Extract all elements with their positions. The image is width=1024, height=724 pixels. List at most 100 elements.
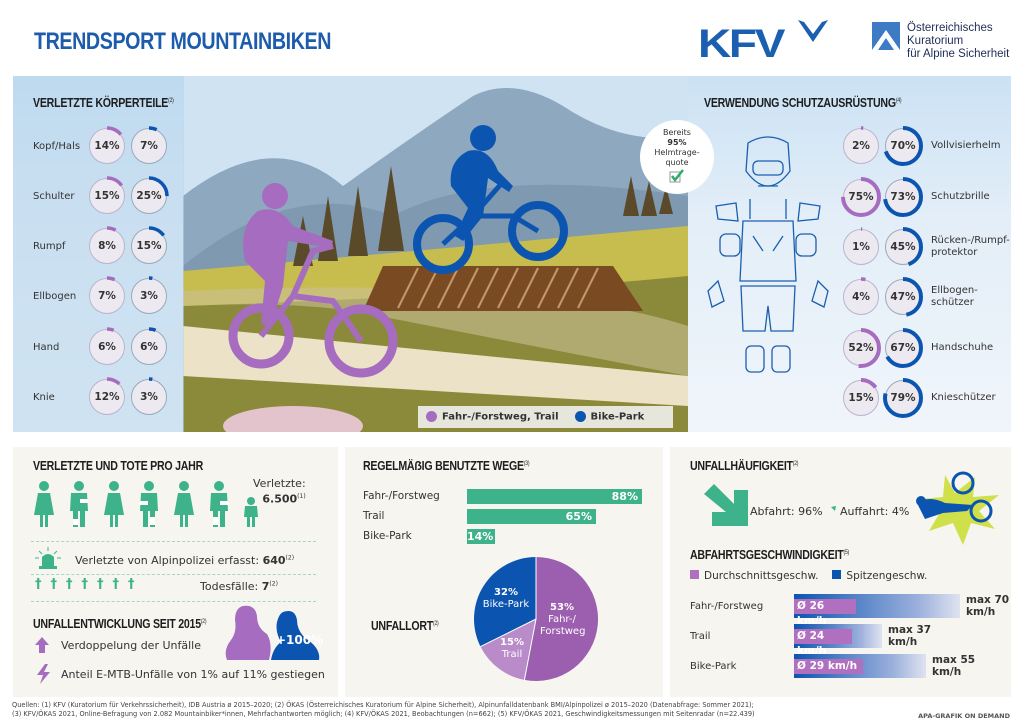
gear-row-knieschuetzer: 15% 79% Knieschützer	[841, 378, 996, 418]
crash-icon	[916, 471, 999, 545]
body-label: Ellbogen	[33, 290, 77, 302]
injured-person-icon	[140, 481, 158, 527]
body-row-ellbogen: Ellbogen 7% 3%	[33, 276, 173, 316]
protective-gear-outline-icon	[707, 136, 829, 373]
accident-location-heading: UNFALLORT(2)	[371, 619, 439, 633]
speed-row: Fahr-/Forstweg Ø 26 km/h max 70 km/h	[690, 594, 1010, 627]
gear-label: Vollvisierhelm	[931, 140, 1001, 151]
injured-count: Verletzte: 6.500(1)	[253, 477, 306, 506]
person-icon	[34, 481, 54, 527]
accident-location-pie	[474, 557, 599, 681]
development-heading: UNFALLENTWICKLUNG SEIT 2015(2)	[33, 617, 207, 631]
speed-row: Trail Ø 24 km/h max 37 km/h	[690, 624, 932, 657]
pie-label-bikepark: 32% Bike-Park	[482, 587, 530, 610]
body-label: Knie	[33, 391, 55, 403]
speed-heading: ABFAHRTSGESCHWINDIGKEIT(5)	[690, 548, 849, 562]
injured-person-icon	[70, 481, 88, 527]
eagle-icon	[798, 19, 828, 42]
injured-people-icons	[33, 481, 259, 527]
oekas-line-3: für Alpine Sicherheit	[907, 48, 1010, 60]
trail-percent-ring: 2%	[841, 126, 881, 166]
routes-heading: REGELMÄẞIG BENUTZTE WEGE(3)	[363, 459, 530, 473]
route-row: Bike-Park 14%	[363, 528, 495, 544]
legend-avg: Durchschnittsgeschw.	[690, 570, 818, 582]
body-row-kopf: Kopf/Hals 14% 7%	[33, 126, 173, 166]
body-label: Kopf/Hals	[33, 140, 81, 152]
page-title: TRENDSPORT MOUNTAINBIKEN	[34, 28, 332, 55]
bikepark-percent-ring: 67%	[883, 328, 923, 368]
person-icon	[104, 481, 124, 527]
route-row: Trail 65%	[363, 507, 642, 525]
trail-percent-ring: 4%	[841, 277, 881, 317]
siren-icon	[35, 547, 61, 569]
arrow-up-right-icon	[828, 506, 836, 514]
protective-gear-panel: VERWENDUNG SCHUTZAUSRÜSTUNG(4) 2% 70% Vo…	[688, 76, 1011, 432]
mountain-icon	[872, 22, 900, 50]
speed-row: Bike-Park Ø 29 km/h max 55 km/h	[690, 654, 976, 678]
kfv-logo: KFV	[698, 19, 828, 66]
gear-row-vollvisierhelm: 2% 70% Vollvisierhelm	[841, 126, 1001, 166]
trail-percent-ring: 1%	[841, 227, 881, 267]
body-label: Hand	[33, 341, 60, 353]
bikepark-rider-icon	[413, 125, 568, 274]
route-row: Fahr-/Forstweg 88%	[363, 487, 642, 505]
legend-bikepark: Bike-Park	[574, 411, 644, 423]
oekas-line-2: Kuratorium	[907, 35, 964, 47]
injured-person-icon	[210, 481, 228, 527]
child-icon	[244, 497, 258, 527]
bikepark-percent-ring: 25%	[129, 176, 169, 216]
oekas-logo: Österreichisches Kuratorium für Alpine S…	[872, 22, 1009, 61]
gear-label: Handschuhe	[931, 342, 994, 353]
downhill-share: Abfahrt: 96%	[750, 505, 823, 518]
trail-percent-ring: 14%	[87, 126, 127, 166]
gear-heading: VERWENDUNG SCHUTZAUSRÜSTUNG(4)	[704, 96, 902, 110]
couple-icon	[225, 605, 320, 660]
gear-row-ellbogenschuetzer: 4% 47% Ellbogen-schützer	[841, 277, 991, 317]
bikepark-percent-ring: 3%	[129, 276, 169, 316]
trail-percent-ring: 75%	[841, 177, 881, 217]
helmet-rate-bubble: Bereits 95% Helmtrage- quote	[640, 120, 714, 194]
trail-percent-ring: 7%	[87, 276, 127, 316]
person-icon	[174, 481, 194, 527]
hero-section: VERLETZTE KÖRPERTEILE(2) Kopf/Hals 14% 7…	[13, 76, 1011, 432]
trail-percent-ring: 15%	[841, 378, 881, 418]
bikepark-percent-ring: 7%	[129, 126, 169, 166]
body-row-schulter: Schulter 15% 25%	[33, 176, 173, 216]
mountain-bike-illustration	[183, 76, 688, 432]
bikepark-percent-ring: 47%	[883, 277, 923, 317]
bikepark-percent-ring: 73%	[883, 177, 923, 217]
legend-trail: Fahr-/Forstweg, Trail	[426, 411, 559, 423]
body-label: Rumpf	[33, 240, 66, 252]
gear-label: Ellbogen-schützer	[931, 285, 978, 308]
lightning-icon	[37, 664, 50, 684]
kfv-logo-text: KFV	[698, 22, 785, 66]
development-item-1: Verdoppelung der Unfälle	[61, 639, 201, 652]
bikepark-percent-ring: 15%	[129, 226, 169, 266]
bikepark-percent-ring: 45%	[883, 227, 923, 267]
gear-label: Schutzbrille	[931, 191, 990, 202]
trail-percent-ring: 15%	[87, 176, 127, 216]
trail-rider-icon	[228, 183, 398, 378]
bikepark-percent-ring: 79%	[883, 378, 923, 418]
arrow-up-icon	[35, 637, 49, 653]
body-label: Schulter	[33, 190, 75, 202]
bikepark-percent-ring: 6%	[129, 327, 169, 367]
arrow-down-right-icon	[704, 484, 748, 526]
rider-legend: Fahr-/Forstweg, Trail Bike-Park	[418, 406, 673, 428]
body-row-hand: Hand 6% 6%	[33, 327, 173, 367]
oekas-line-1: Österreichisches	[907, 22, 993, 34]
body-parts-heading: VERLETZTE KÖRPERTEILE(2)	[33, 96, 174, 110]
speed-legend: Durchschnittsgeschw. Spitzengeschw.	[690, 570, 927, 582]
trail-percent-ring: 8%	[87, 226, 127, 266]
body-row-knie: Knie 12% 3%	[33, 377, 173, 417]
sources-footer: Quellen: (1) KFV (Kuratorium für Verkehr…	[12, 701, 755, 718]
trail-percent-ring: 12%	[87, 377, 127, 417]
frequency-speed-panel: UNFALLHÄUFIGKEIT(2) Abfahrt: 96% Auffahr…	[670, 447, 1011, 697]
injured-body-parts-panel: VERLETZTE KÖRPERTEILE(2) Kopf/Hals 14% 7…	[13, 76, 184, 432]
credit-label: APA-GRAFIK ON DEMAND	[918, 712, 1010, 720]
pie-label-trail: 15% Trail	[500, 637, 524, 660]
pie-label-forstweg: 53% Fahr-/ Forstweg	[540, 602, 586, 637]
trail-percent-ring: 52%	[841, 328, 881, 368]
routes-panel: REGELMÄẞIG BENUTZTE WEGE(3) Fahr-/Forstw…	[345, 447, 663, 697]
frequency-heading: UNFALLHÄUFIGKEIT(2)	[690, 459, 799, 473]
